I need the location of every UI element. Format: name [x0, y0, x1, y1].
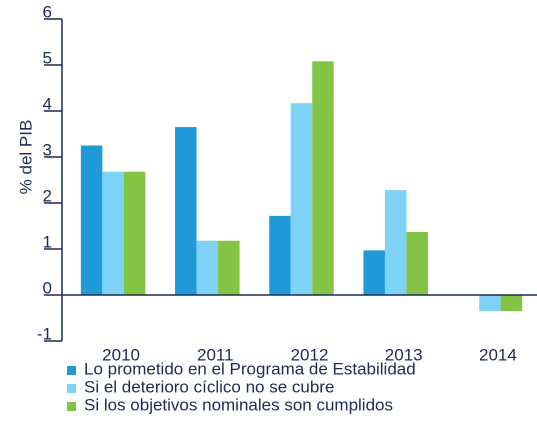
bar: [384, 190, 407, 295]
legend-marker: [67, 384, 76, 393]
y-tick-label: -1: [37, 324, 52, 343]
x-tick-label: 2014: [479, 345, 517, 364]
bar: [175, 127, 197, 295]
bar: [500, 295, 523, 312]
legend-label: Si el deterioro cíclico no se cubre: [84, 377, 334, 396]
x-tick-label: 2013: [385, 345, 423, 364]
bar: [80, 145, 103, 295]
x-tick-label: 2010: [102, 345, 140, 364]
y-axis-label: % del PIB: [16, 120, 35, 195]
bar: [312, 61, 334, 295]
legend-marker: [67, 366, 76, 375]
y-tick-label: 2: [43, 186, 52, 205]
bar: [196, 240, 219, 295]
bar: [218, 240, 240, 295]
legend-marker: [67, 402, 76, 411]
y-tick-label: 3: [43, 140, 52, 159]
bar: [102, 171, 124, 295]
y-tick-label: 5: [43, 48, 52, 67]
bar: [123, 171, 146, 295]
bar: [269, 215, 291, 295]
bar: [363, 250, 385, 295]
x-tick-label: 2012: [291, 345, 329, 364]
y-tick-label: 4: [43, 94, 52, 113]
bar: [290, 103, 313, 296]
legend-label: Lo prometido en el Programa de Estabilid…: [84, 359, 416, 378]
y-tick-label: 6: [43, 2, 52, 21]
y-tick-label: 0: [43, 278, 52, 297]
bar: [406, 231, 428, 295]
y-tick-label: 1: [43, 232, 52, 251]
legend-label: Si los objetivos nominales son cumplidos: [84, 395, 393, 414]
bar: [479, 295, 501, 312]
x-tick-label: 2011: [197, 345, 234, 364]
